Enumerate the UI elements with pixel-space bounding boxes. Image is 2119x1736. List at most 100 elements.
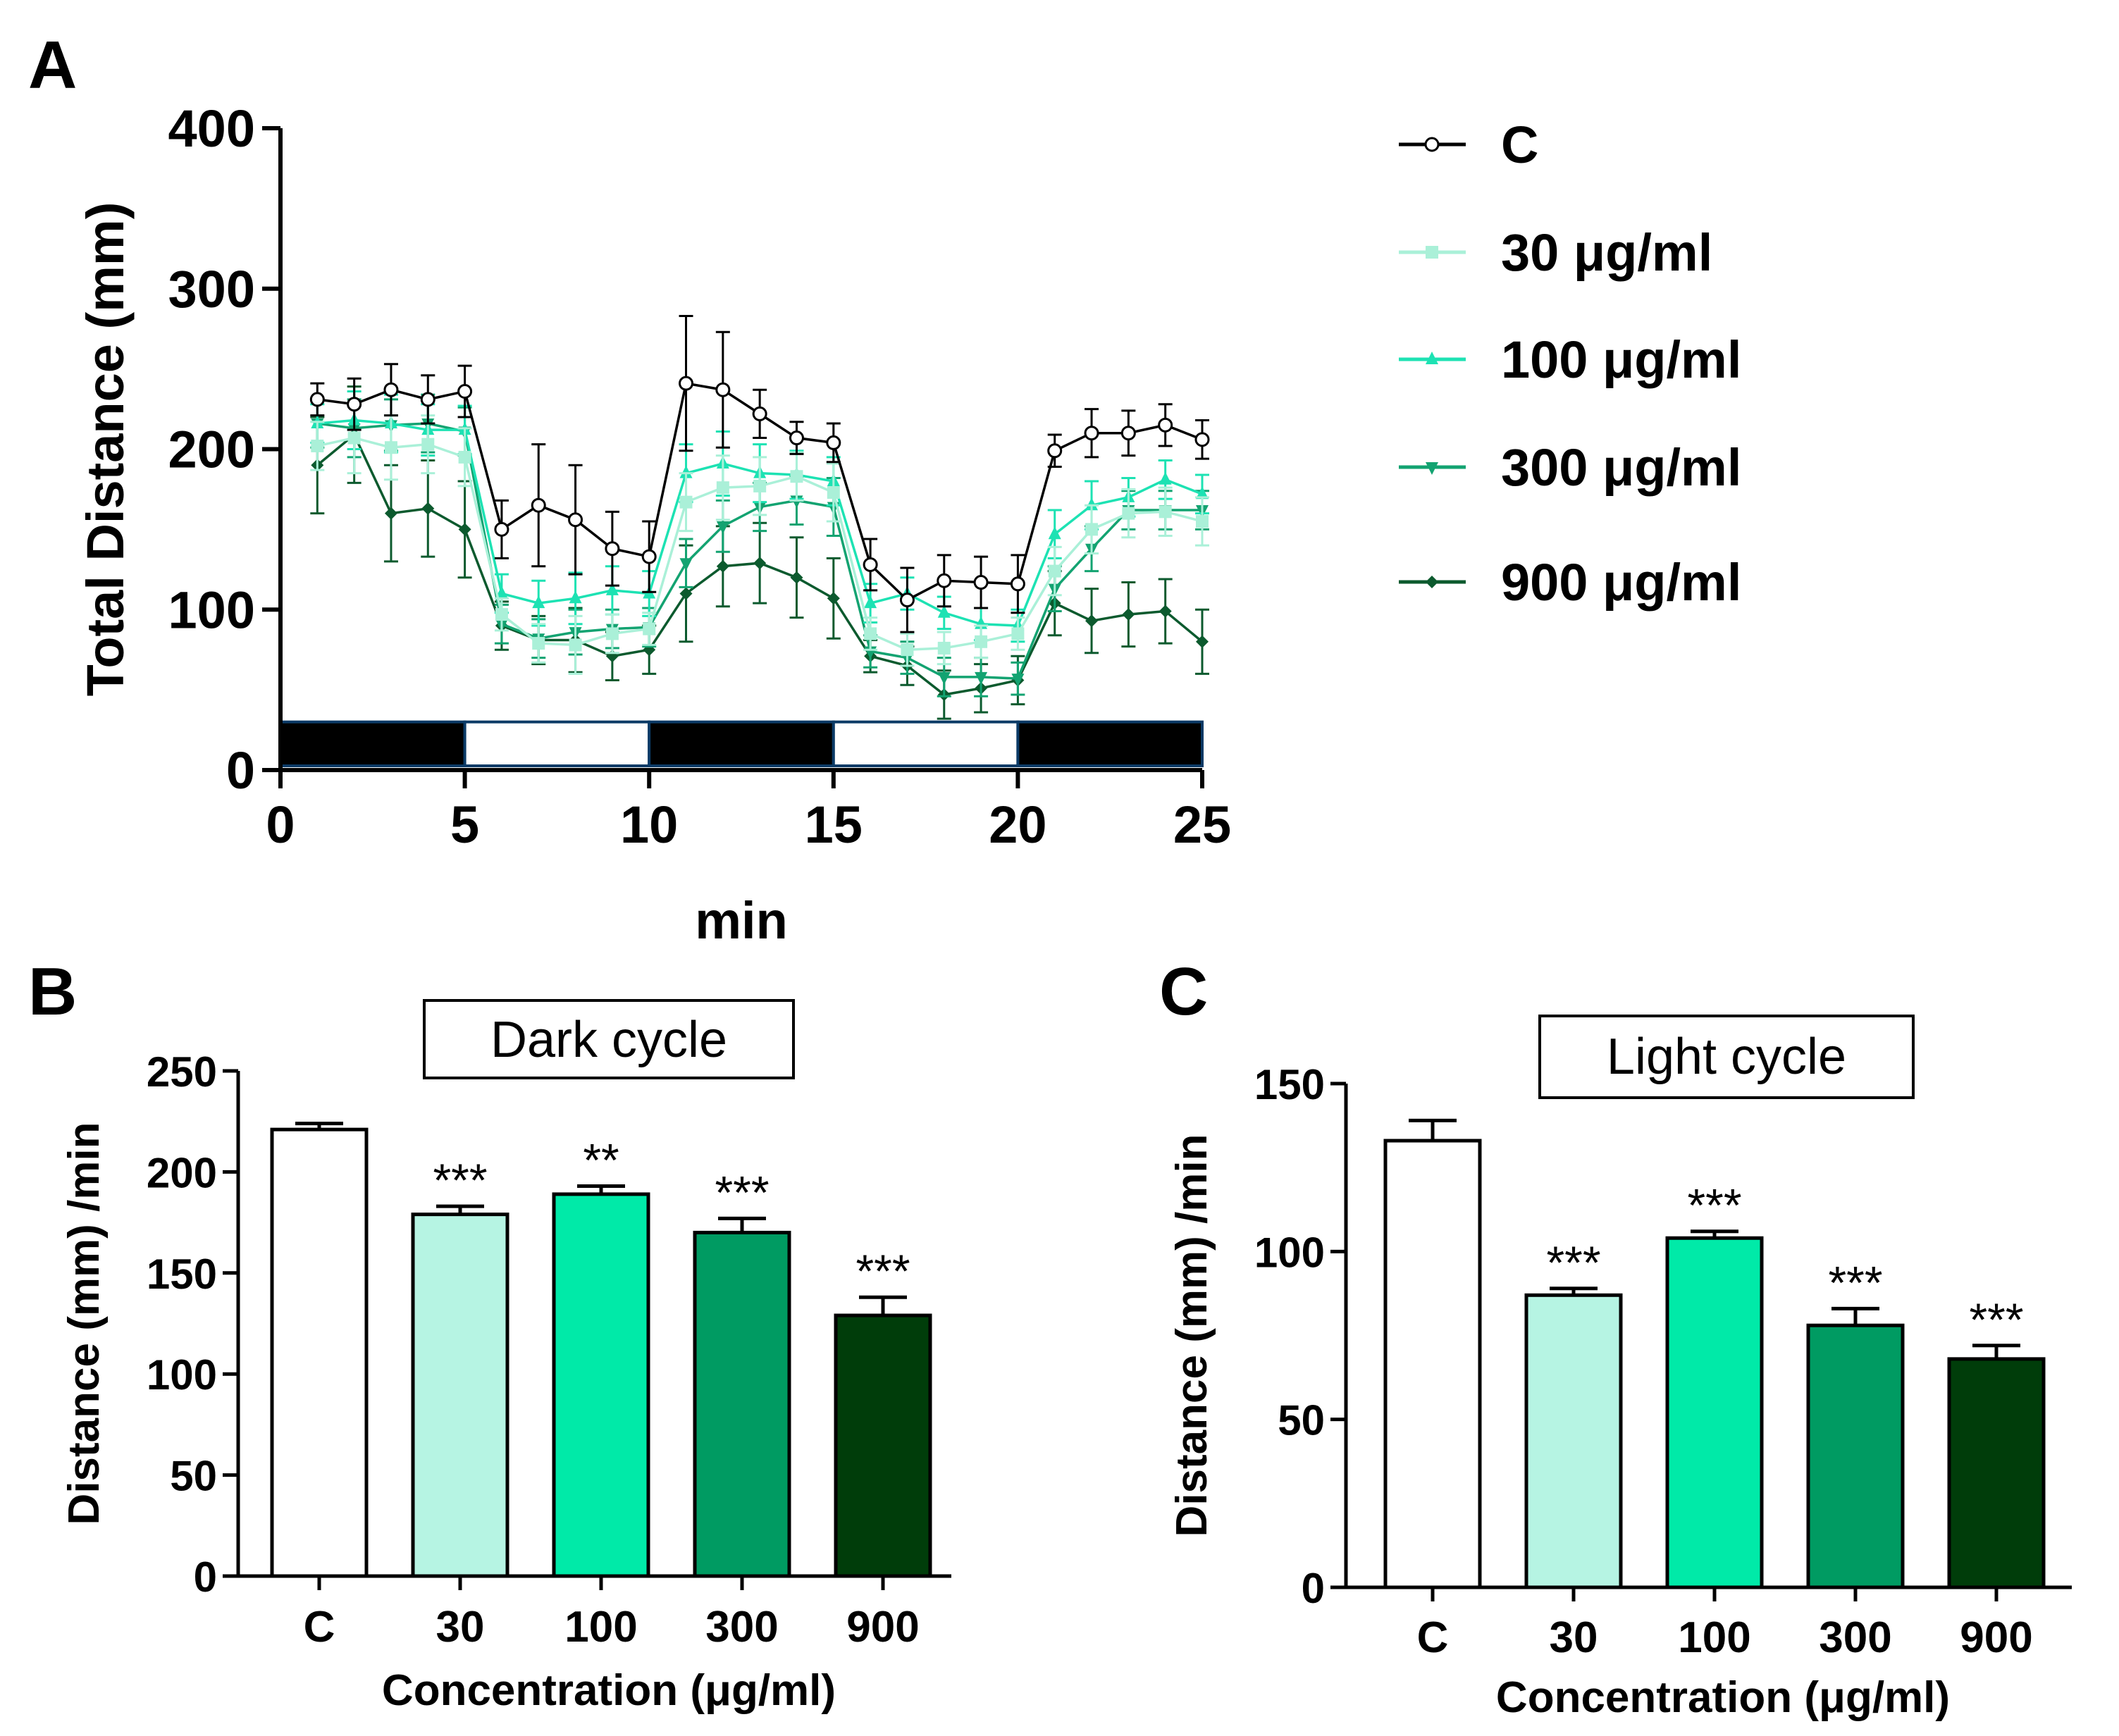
data-point: [1159, 505, 1172, 519]
y-tick-label: 250: [147, 1048, 217, 1096]
bars: *** ********: [270, 1122, 932, 1578]
data-point: [384, 507, 397, 520]
data-point: [384, 441, 397, 454]
data-point: [790, 470, 803, 483]
bar-30: [411, 1213, 509, 1578]
x-tick-label: 100: [564, 1603, 637, 1651]
bar-300: [1806, 1323, 1905, 1589]
x-axis-label: min: [695, 891, 788, 950]
data-point: [1196, 635, 1209, 648]
significance-marker: ***: [1828, 1256, 1882, 1308]
x-tick-label: C: [1417, 1613, 1449, 1662]
data-point: [752, 406, 767, 421]
data-point: [753, 479, 767, 492]
x-tick-label: 20: [989, 795, 1046, 854]
series-group: [309, 314, 1210, 720]
ticks: 0 50 100 150 C 30 100 300 900: [1254, 1061, 2033, 1662]
data-point: [716, 521, 729, 534]
legend-label: 900 μg/ml: [1501, 553, 1741, 612]
data-point: [605, 541, 620, 557]
x-axis-label: Concentration (μg/ml): [382, 1666, 836, 1715]
data-point: [864, 595, 877, 609]
x-tick-label: 900: [1960, 1613, 2032, 1662]
data-point: [309, 392, 325, 407]
data-point: [1048, 564, 1061, 578]
ticks: 0 100 200 300 400 0 5 10 15 20 25: [168, 99, 1232, 854]
data-point: [1010, 576, 1025, 592]
bar-900: [834, 1313, 932, 1578]
data-point: [1048, 526, 1061, 540]
data-point: [1047, 443, 1063, 459]
data-point: [605, 627, 619, 640]
data-point: [679, 465, 693, 478]
data-point: [347, 431, 361, 445]
y-axis-label: Total Distance (mm): [76, 202, 135, 697]
data-point: [569, 590, 582, 604]
data-point: [1159, 604, 1172, 618]
data-point: [1120, 426, 1136, 441]
y-axis-label: Distance (mm) /min: [60, 1122, 109, 1525]
data-point: [568, 512, 583, 528]
data-point: [421, 438, 435, 451]
x-tick-label: 0: [266, 795, 295, 854]
x-tick-label: 5: [450, 795, 479, 854]
panel-letter-c: C: [1159, 954, 1208, 1029]
x-axis-label: Concentration (μg/ml): [1496, 1673, 1950, 1722]
data-point: [643, 622, 656, 636]
data-point: [532, 595, 545, 609]
data-point: [1085, 497, 1099, 511]
data-point: [495, 585, 508, 599]
significance-marker: ***: [855, 1245, 910, 1297]
data-point: [901, 643, 914, 657]
legend-label: 30 μg/ml: [1501, 223, 1712, 282]
data-point: [937, 604, 951, 618]
y-tick-label: 300: [168, 260, 255, 318]
data-point: [531, 497, 546, 513]
panel-a-line-chart: 0 100 200 300 400 0 5 10 15 20 25 Total Distance (…: [76, 99, 1741, 950]
data-point: [1159, 471, 1172, 485]
legend-label: 100 μg/ml: [1501, 330, 1741, 389]
data-point: [753, 557, 767, 570]
y-tick-label: 50: [170, 1453, 217, 1500]
data-point: [457, 384, 473, 399]
y-tick-label: 0: [226, 741, 255, 800]
x-tick-label: 300: [1819, 1613, 1891, 1662]
data-point: [975, 635, 988, 648]
legend: C 30 μg/ml 100 μg/ml 300 μg/ml 900 μg/ml: [1399, 116, 1741, 612]
data-point: [1122, 507, 1135, 520]
bar-100: [1665, 1236, 1764, 1589]
legend-label: C: [1501, 116, 1538, 174]
series-30-μg-ml: [310, 401, 1209, 675]
series-900-μg-ml: [310, 385, 1209, 720]
data-point: [863, 557, 878, 572]
data-point: [790, 571, 803, 584]
cycle-segment-light: [463, 720, 651, 768]
axes: [278, 128, 1202, 772]
data-point: [1426, 352, 1438, 364]
data-point: [1196, 514, 1209, 528]
y-axis-label: Distance (mm) /min: [1168, 1134, 1216, 1537]
bar-900: [1947, 1357, 2046, 1589]
bars: *** *** *** ***: [1383, 1118, 2046, 1589]
data-point: [383, 382, 399, 397]
data-point: [1424, 137, 1440, 152]
data-point: [347, 397, 362, 412]
chart-title: Dark cycle: [490, 1012, 727, 1068]
chart-title: Light cycle: [1607, 1029, 1846, 1085]
bar-C: [1383, 1139, 1482, 1589]
y-tick-label: 150: [1254, 1061, 1325, 1108]
data-point: [1426, 462, 1438, 475]
x-tick-label: 30: [436, 1603, 485, 1651]
cycle-segment-light: [832, 720, 1020, 768]
significance-marker: ***: [433, 1154, 487, 1206]
x-tick-label: 30: [1550, 1613, 1598, 1662]
data-point: [495, 608, 508, 621]
bar-30: [1524, 1293, 1623, 1589]
data-point: [679, 495, 693, 509]
x-tick-label: 10: [620, 795, 678, 854]
data-point: [1194, 432, 1210, 447]
data-point: [827, 592, 840, 605]
data-point: [1085, 614, 1099, 628]
